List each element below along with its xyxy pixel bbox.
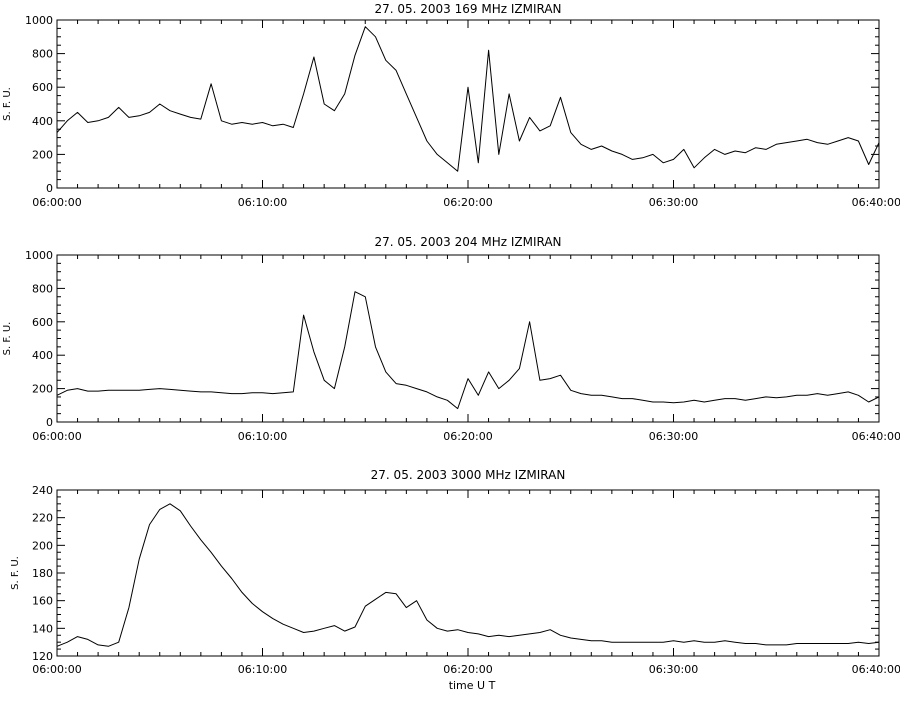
series-line — [56, 26, 880, 172]
x-tick-label: 06:40:00 — [852, 663, 900, 676]
x-tick-label: 06:40:00 — [852, 196, 900, 209]
y-tick-label: 200 — [32, 383, 53, 396]
y-tick-label: 1000 — [25, 249, 53, 262]
x-tick-label: 06:40:00 — [852, 430, 900, 443]
x-tick-label: 06:20:00 — [443, 430, 492, 443]
series-line — [56, 291, 880, 410]
y-tick-label: 400 — [32, 349, 53, 362]
x-tick-label: 06:10:00 — [238, 196, 287, 209]
x-tick-label: 06:10:00 — [238, 663, 287, 676]
y-tick-label: 400 — [32, 115, 53, 128]
y-tick-label: 200 — [32, 148, 53, 161]
y-tick-label: 600 — [32, 316, 53, 329]
y-tick-label: 600 — [32, 81, 53, 94]
x-tick-label: 06:30:00 — [649, 663, 698, 676]
chart-title: 27. 05. 2003 3000 MHz IZMIRAN — [371, 468, 566, 482]
series-line — [56, 503, 880, 647]
x-tick-label: 06:10:00 — [238, 430, 287, 443]
chart-title: 27. 05. 2003 169 MHz IZMIRAN — [374, 2, 561, 16]
x-tick-label: 06:00:00 — [32, 196, 81, 209]
chart-panel-1: 27. 05. 2003 169 MHz IZMIRAN S. F. U. 0 200… — [2, 2, 900, 209]
y-tick-label: 0 — [46, 182, 53, 195]
chart-panel-2: 27. 05. 2003 204 MHz IZMIRAN S. F. U. 0 200… — [2, 235, 900, 443]
y-axis-label: S. F. U. — [10, 556, 21, 590]
y-axis-label: S. F. U. — [2, 322, 13, 356]
y-tick-label: 180 — [32, 567, 53, 580]
y-tick-label: 120 — [32, 650, 53, 663]
x-tick-label: 06:00:00 — [32, 430, 81, 443]
x-tick-label: 06:30:00 — [649, 196, 698, 209]
y-tick-label: 160 — [32, 595, 53, 608]
chart-title: 27. 05. 2003 204 MHz IZMIRAN — [374, 235, 561, 249]
y-tick-label: 200 — [32, 539, 53, 552]
x-tick-label: 06:20:00 — [443, 196, 492, 209]
chart-panel-3: 27. 05. 2003 3000 MHz IZMIRAN S. F. U. 120… — [10, 468, 900, 692]
y-tick-label: 800 — [32, 282, 53, 295]
x-tick-label: 06:00:00 — [32, 663, 81, 676]
y-axis-label: S. F. U. — [2, 87, 13, 121]
y-tick-label: 800 — [32, 48, 53, 61]
x-tick-label: 06:20:00 — [443, 663, 492, 676]
x-tick-label: 06:30:00 — [649, 430, 698, 443]
y-tick-label: 0 — [46, 416, 53, 429]
y-tick-label: 240 — [32, 484, 53, 497]
y-tick-label: 1000 — [25, 14, 53, 27]
x-axis-label: time U T — [449, 679, 496, 692]
y-tick-label: 220 — [32, 512, 53, 525]
y-tick-label: 140 — [32, 622, 53, 635]
